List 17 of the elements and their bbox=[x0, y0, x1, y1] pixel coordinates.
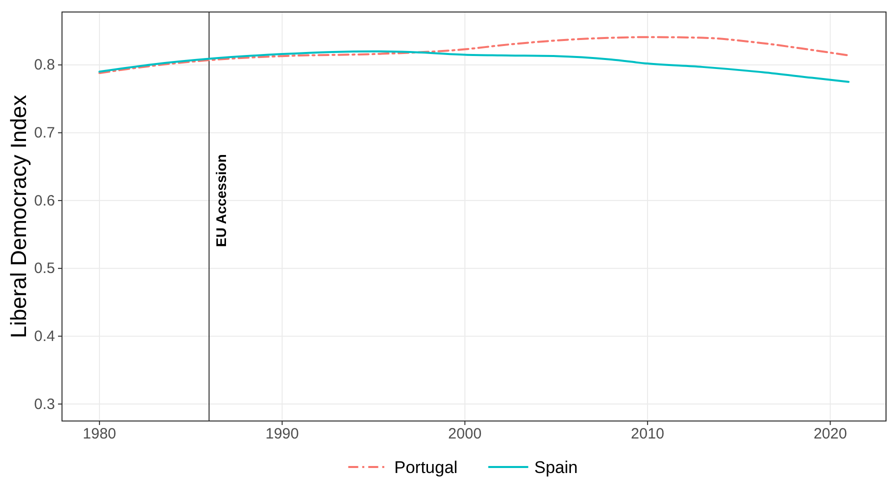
line-series bbox=[98, 50, 850, 83]
x-tick-label: 2000 bbox=[448, 426, 482, 443]
y-tick-label: 0.8 bbox=[34, 56, 55, 74]
y-tick-label: 0.6 bbox=[34, 192, 55, 210]
ref-line-label: EU Accession bbox=[213, 154, 230, 247]
x-tick-label: 2020 bbox=[814, 426, 847, 443]
y-tick-label: 0.3 bbox=[34, 396, 55, 413]
x-tick-label: 1980 bbox=[82, 426, 116, 443]
x-tick-label: 1990 bbox=[265, 426, 299, 443]
y-tick-label: 0.7 bbox=[34, 124, 55, 142]
legend-label: Spain bbox=[534, 458, 578, 477]
y-axis-title: Liberal Democracy Index bbox=[6, 94, 31, 338]
legend-label: Portugal bbox=[394, 458, 458, 477]
x-tick-label: 2010 bbox=[630, 426, 664, 443]
y-tick-label: 0.5 bbox=[34, 260, 55, 278]
y-tick-label: 0.4 bbox=[34, 328, 55, 346]
line-series bbox=[98, 36, 850, 74]
